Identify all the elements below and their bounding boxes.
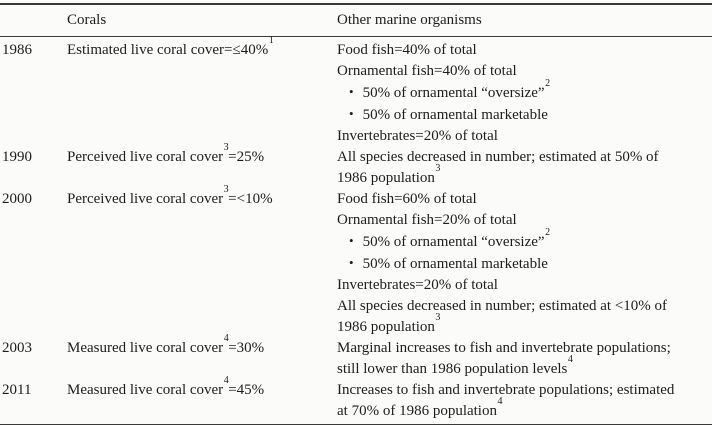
corals-cell: Measured live coral cover4=45%	[67, 375, 265, 399]
footnote-superscript: 4	[223, 333, 229, 344]
footnote-superscript: 4	[497, 396, 503, 407]
corals-cell: Estimated live coral cover=≤40%1	[67, 35, 274, 59]
footnote-superscript: 4	[567, 354, 573, 365]
bullet-line: • 50% of ornamental “oversize”2	[349, 78, 551, 102]
corals-cell: Perceived live coral cover3=25%	[67, 142, 265, 166]
table-row: 2003 Measured live coral cover4=30% Marg…	[0, 333, 712, 380]
table-row: 1986 Estimated live coral cover=≤40%1 Fo…	[0, 35, 712, 147]
text-line: 1986 population3	[337, 312, 441, 336]
text-line: Food fish=40% of total	[337, 42, 477, 58]
other-cell: Increases to fish and invertebrate popul…	[337, 380, 712, 422]
other-cell: Food fish=40% of total Ornamental fish=40…	[337, 40, 712, 147]
footnote-superscript: 3	[223, 142, 229, 153]
column-header-other: Other marine organisms	[337, 12, 482, 28]
bullet-icon: •	[349, 233, 354, 248]
text-line: Ornamental fish=20% of total	[337, 212, 517, 228]
bullet-icon: •	[349, 84, 354, 99]
table-row: 2000 Perceived live coral cover3=<10% Fo…	[0, 184, 712, 338]
text-line: All species decreased in number; estimat…	[337, 149, 659, 165]
corals-cell: Perceived live coral cover3=<10%	[67, 184, 273, 208]
other-cell: All species decreased in number; estimat…	[337, 147, 712, 189]
text-line: Marginal increases to fish and invertebr…	[337, 340, 671, 356]
text-line: All species decreased in number; estimat…	[337, 298, 668, 314]
year-cell: 2011	[2, 382, 32, 398]
text-line: 1986 population3	[337, 163, 441, 187]
text-line: still lower than 1986 population levels4	[337, 354, 573, 378]
table-row: 2011 Measured live coral cover4=45% Incr…	[0, 375, 712, 422]
table-header-row: Corals Other marine organisms	[0, 5, 712, 36]
footnote-superscript: 3	[435, 163, 441, 174]
footnote-superscript: 3	[223, 184, 229, 195]
table-body: 1986 Estimated live coral cover=≤40%1 Fo…	[0, 35, 712, 422]
year-cell: 1990	[2, 149, 32, 165]
bullet-line: • 50% of ornamental marketable	[337, 104, 712, 126]
column-header-corals: Corals	[67, 12, 107, 28]
table-row: 1990 Perceived live coral cover3=25% All…	[0, 142, 712, 189]
bullet-icon: •	[349, 255, 354, 270]
table-top-rule	[0, 3, 712, 5]
corals-cell: Measured live coral cover4=30%	[67, 333, 265, 357]
year-cell: 2000	[2, 191, 32, 207]
header-separator-rule	[0, 36, 712, 37]
footnote-superscript: 1	[268, 35, 274, 46]
footnote-superscript: 3	[435, 312, 441, 323]
bullet-line: • 50% of ornamental marketable	[337, 253, 712, 275]
text-line: at 70% of 1986 population4	[337, 396, 503, 420]
year-cell: 2003	[2, 340, 32, 356]
year-cell: 1986	[2, 42, 32, 58]
text-line: Invertebrates=20% of total	[337, 128, 498, 144]
footnote-superscript: 2	[545, 227, 551, 238]
footnote-superscript: 2	[545, 78, 551, 89]
other-cell: Marginal increases to fish and invertebr…	[337, 338, 712, 380]
bullet-line: • 50% of ornamental “oversize”2	[349, 227, 551, 251]
text-line: Food fish=60% of total	[337, 191, 477, 207]
text-line: Increases to fish and invertebrate popul…	[337, 382, 675, 398]
text-line: Ornamental fish=40% of total	[337, 63, 517, 79]
other-cell: Food fish=60% of total Ornamental fish=20…	[337, 189, 712, 338]
bullet-icon: •	[349, 106, 354, 121]
footnote-superscript: 4	[223, 375, 229, 386]
text-line: Invertebrates=20% of total	[337, 277, 498, 293]
